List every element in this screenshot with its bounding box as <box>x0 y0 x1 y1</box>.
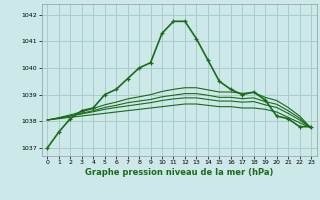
X-axis label: Graphe pression niveau de la mer (hPa): Graphe pression niveau de la mer (hPa) <box>85 168 273 177</box>
